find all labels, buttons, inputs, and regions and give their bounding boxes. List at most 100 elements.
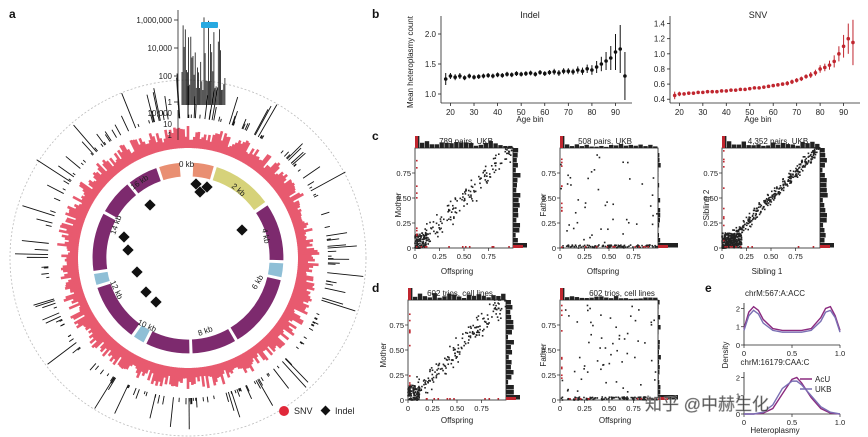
scatter-point	[604, 204, 607, 207]
scatter-point	[801, 161, 803, 164]
scatter-point	[483, 317, 485, 320]
data-point	[846, 36, 851, 41]
scatter-point	[618, 334, 621, 337]
scatter-point	[786, 185, 789, 187]
scatter-point	[801, 159, 803, 162]
scatter-point	[738, 241, 741, 243]
scatter-point	[414, 236, 417, 239]
scatter-point	[603, 398, 605, 400]
scatter-point	[424, 244, 427, 246]
scatter-point	[741, 231, 743, 234]
snv-bar	[159, 365, 167, 387]
y-tick-label: 0	[552, 244, 556, 253]
marginal-bar	[506, 335, 509, 340]
scatter-point	[412, 392, 415, 394]
indel-legend-label: Indel	[335, 406, 355, 416]
scatter-point	[495, 304, 497, 307]
snv-bar	[264, 334, 278, 348]
scatter-point	[422, 234, 425, 237]
scatter-point	[414, 387, 416, 390]
scatter-point	[417, 236, 419, 239]
scatter-point	[723, 239, 725, 242]
scatter-point	[456, 200, 458, 202]
scatter-point	[419, 238, 421, 241]
scatter-point	[633, 397, 635, 399]
scatter-point	[804, 160, 806, 163]
scatter-point	[733, 246, 736, 249]
scatter-point	[477, 331, 479, 334]
snv-bar	[79, 181, 99, 196]
kb-label: 4 kb	[260, 228, 272, 245]
scatter-point	[425, 236, 428, 239]
scatter-point	[416, 159, 418, 162]
scatter-point	[765, 197, 768, 200]
marginal-bar	[434, 144, 439, 148]
scatter-point	[770, 196, 772, 199]
snv-bar	[64, 241, 79, 246]
scatter-point	[637, 396, 640, 399]
snv-bar	[112, 165, 120, 174]
scatter-point	[724, 237, 726, 239]
scatter-point	[753, 216, 755, 219]
scatter-point	[728, 238, 731, 240]
scatter-point	[779, 185, 782, 187]
scatter-point	[418, 387, 421, 389]
snv-bar	[120, 351, 133, 370]
y-tick-label: 0.25	[541, 219, 556, 228]
scatter-point	[595, 246, 598, 249]
indel-spike	[273, 368, 290, 389]
scatter-point	[459, 197, 462, 200]
scatter-point	[729, 232, 732, 235]
scatter-point	[509, 154, 512, 156]
scatter-point	[447, 363, 450, 366]
scatter-point	[589, 396, 592, 399]
scatter-point	[794, 174, 797, 176]
scatter-point	[495, 162, 497, 164]
scatter-point	[807, 159, 810, 162]
indel-spike	[259, 134, 263, 139]
scatter-point	[740, 234, 743, 237]
marginal-bar	[658, 163, 661, 168]
indel-spike	[290, 151, 304, 164]
trna-segment	[266, 261, 285, 279]
scatter-point	[428, 379, 430, 382]
scatter-point	[596, 360, 599, 362]
scatter-point	[584, 202, 587, 204]
snv-bar	[281, 195, 291, 203]
snv-bar	[155, 141, 161, 153]
snv-bar	[235, 356, 244, 370]
scatter-point	[601, 396, 604, 398]
scatter-point	[426, 223, 428, 225]
panel-label-c: c	[372, 129, 379, 143]
indel-diamond	[131, 266, 143, 278]
scatter-point	[470, 185, 473, 188]
data-point	[604, 59, 608, 63]
snv-bar	[279, 316, 297, 330]
snv-bar	[243, 351, 253, 365]
snv-bar	[266, 173, 276, 183]
scatter-point	[623, 244, 626, 247]
marginal-bar	[800, 141, 805, 148]
snv-bar	[134, 356, 141, 367]
snv-bar	[287, 301, 306, 312]
indel-spike	[282, 361, 307, 388]
scatter-point	[651, 398, 653, 400]
marginal-bar	[584, 298, 589, 300]
marginal-bar	[589, 297, 594, 300]
y-tick-label: 0	[552, 396, 556, 405]
snv-bar	[289, 298, 310, 308]
scatter-point	[440, 227, 442, 230]
marginal-bar	[560, 136, 563, 148]
scatter-point	[414, 397, 417, 399]
scatter-point	[604, 397, 607, 399]
scatter-point	[429, 370, 431, 373]
snv-bar	[262, 337, 276, 353]
scatter-point	[729, 242, 732, 244]
snv-bar	[194, 367, 198, 378]
scatter-point	[728, 239, 730, 241]
scatter-point	[508, 246, 510, 248]
indel-spike	[236, 389, 241, 397]
y-axis-label: Father	[539, 193, 548, 216]
scatter-point	[725, 239, 727, 241]
snv-bar	[61, 234, 80, 241]
